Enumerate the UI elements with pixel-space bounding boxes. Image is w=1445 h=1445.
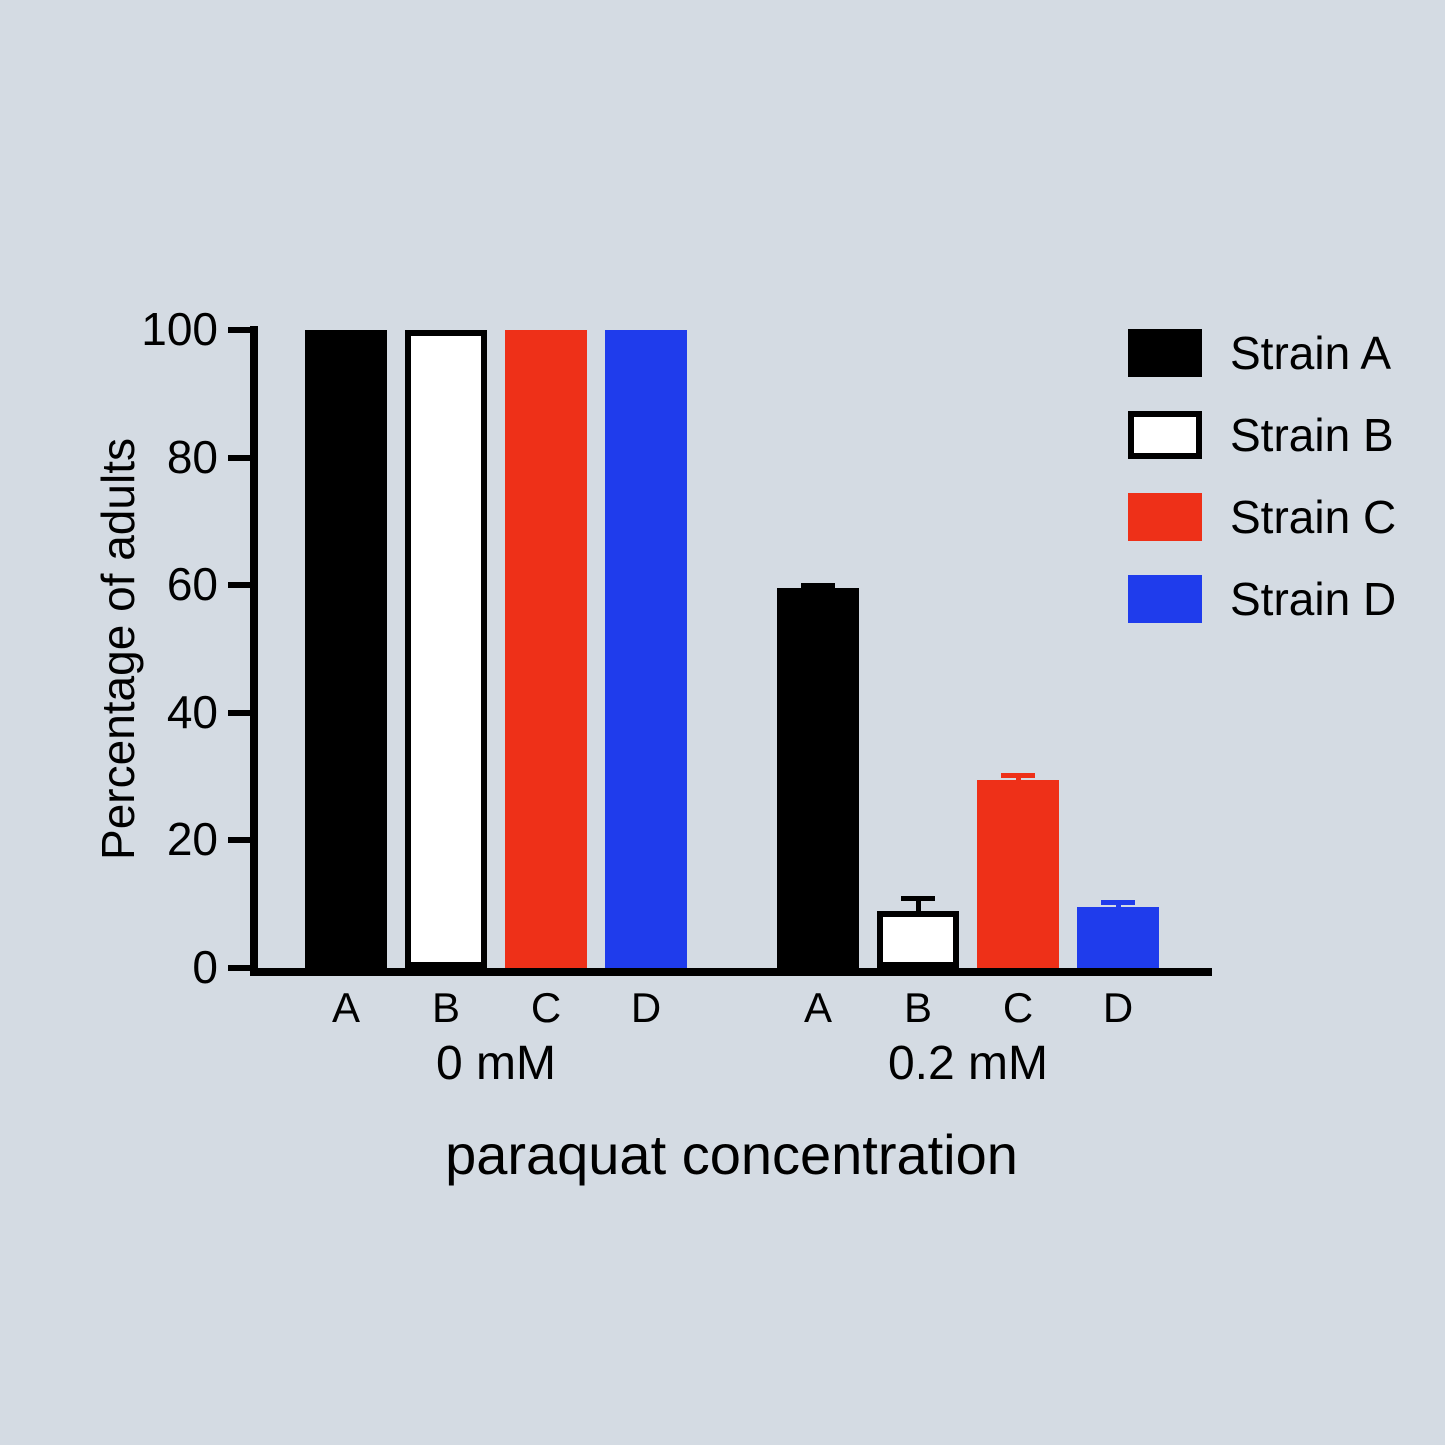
x-axis-line — [250, 968, 1212, 976]
legend-label: Strain A — [1230, 327, 1392, 379]
legend: Strain A Strain B Strain C Strain D — [1128, 326, 1396, 654]
legend-swatch — [1128, 411, 1202, 459]
legend-item: Strain D — [1128, 572, 1396, 626]
y-tick-label: 80 — [166, 430, 218, 483]
group-label: 0.2 mM — [887, 1037, 1049, 1090]
bar-B — [877, 910, 959, 968]
legend-swatch — [1128, 575, 1202, 623]
bar-A — [305, 330, 387, 968]
x-tick-label: D — [1102, 984, 1134, 1031]
x-tick-label: D — [630, 984, 662, 1031]
bar-A — [777, 588, 859, 968]
y-tick-label: 100 — [141, 303, 218, 355]
y-axis-title: Percentage of adults — [92, 438, 144, 860]
y-axis-tick — [228, 965, 252, 971]
legend-swatch — [1128, 493, 1202, 541]
error-bar-cap — [801, 582, 835, 588]
y-axis-tick — [228, 709, 252, 716]
y-axis-tick — [228, 327, 252, 333]
y-tick-label: 40 — [166, 685, 218, 738]
bar-C — [977, 779, 1059, 968]
bar-C — [505, 330, 587, 968]
x-tick-label: C — [1002, 984, 1034, 1031]
x-tick-label: A — [331, 984, 360, 1031]
y-tick-label: 60 — [166, 558, 218, 611]
legend-item: Strain C — [1128, 490, 1396, 544]
x-tick-label: B — [903, 984, 932, 1031]
x-tick-label: B — [431, 984, 460, 1031]
bar-B — [405, 330, 487, 968]
x-axis-title: paraquat concentration — [445, 1123, 1018, 1186]
error-bar-stem — [915, 897, 921, 911]
group-label: 0 mM — [436, 1037, 556, 1090]
y-axis-tick — [228, 582, 252, 589]
legend-label: Strain C — [1230, 491, 1397, 543]
x-tick-label: C — [530, 984, 562, 1031]
legend-label: Strain B — [1230, 409, 1394, 461]
y-axis-line — [250, 326, 258, 976]
legend-swatch — [1128, 329, 1202, 377]
error-bar-cap — [901, 895, 935, 901]
y-tick-label: 20 — [166, 813, 218, 866]
bar-D — [605, 330, 687, 968]
error-bar-cap — [1001, 773, 1035, 779]
bar-D — [1077, 907, 1159, 968]
y-axis-tick — [228, 837, 252, 844]
x-tick-label: A — [803, 984, 832, 1031]
y-axis-tick — [228, 454, 252, 461]
legend-item: Strain B — [1128, 408, 1396, 462]
legend-item: Strain A — [1128, 326, 1396, 380]
legend-label: Strain D — [1230, 573, 1397, 625]
error-bar-cap — [1101, 899, 1135, 905]
y-tick-label: 0 — [192, 941, 218, 993]
